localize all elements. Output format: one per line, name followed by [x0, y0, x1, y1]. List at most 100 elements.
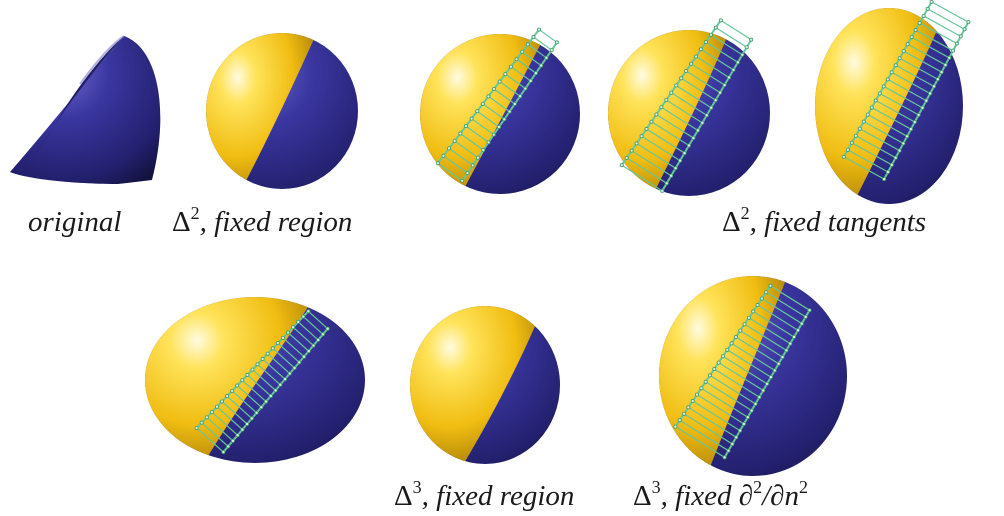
cage-node: [673, 424, 678, 429]
cage-node: [682, 411, 687, 416]
cage-node: [486, 94, 491, 99]
cage-node: [518, 94, 523, 99]
cage-rung: [201, 422, 229, 447]
cage-node: [768, 375, 773, 380]
shape-d2-region: [206, 33, 358, 189]
cage-node: [954, 41, 959, 46]
cage-rung: [277, 342, 300, 363]
cage-rung: [731, 342, 776, 371]
cage-rung: [241, 379, 267, 403]
cage-node: [745, 415, 750, 420]
cage-node: [738, 328, 743, 333]
cage-rung: [859, 128, 900, 152]
cage-node: [905, 42, 910, 47]
cage-node: [684, 69, 689, 74]
cage-node: [703, 379, 708, 384]
cage-node: [249, 416, 254, 421]
cage-node: [722, 83, 727, 88]
cage-node: [525, 42, 530, 47]
cage-node: [520, 49, 525, 54]
cage-rung: [713, 368, 760, 398]
cage-rung: [533, 36, 553, 51]
cage-rung: [911, 36, 950, 59]
cage-rung: [287, 332, 310, 352]
cage-node: [893, 155, 898, 160]
cage-node: [475, 155, 480, 160]
shape-d2-tangents-1: [420, 27, 580, 194]
cage-rung: [700, 48, 734, 71]
cage-node: [943, 62, 948, 67]
cage-node: [877, 91, 882, 96]
cage-rung: [887, 78, 927, 102]
cage-node: [885, 77, 890, 82]
cage-node: [738, 428, 743, 433]
cage-rung: [488, 95, 510, 113]
cage-node: [435, 161, 440, 166]
cage-node: [544, 55, 549, 60]
caption-original: original: [28, 206, 122, 238]
cage-rung: [855, 135, 896, 159]
cage-node: [475, 109, 480, 114]
cage-rung: [437, 162, 463, 182]
cage-rung: [692, 400, 741, 432]
cage-node: [742, 322, 747, 327]
cage-node: [726, 448, 731, 453]
cage-rung: [895, 64, 935, 87]
cage-rung: [705, 41, 739, 63]
cage-node: [549, 48, 554, 53]
cage-node: [514, 57, 519, 62]
cage-rung: [656, 113, 694, 139]
cage-node: [528, 78, 533, 83]
cage-rung: [521, 51, 542, 66]
cage-node: [689, 61, 694, 66]
cage-node: [491, 132, 496, 137]
cage-node: [250, 367, 255, 372]
cage-node: [780, 355, 785, 360]
cage-node: [265, 351, 270, 356]
cage-rung: [206, 416, 234, 442]
cage-rung: [879, 92, 919, 116]
cage-node: [554, 40, 559, 45]
cage-node: [909, 35, 914, 40]
cage-node: [753, 401, 758, 406]
cage-node: [772, 368, 777, 373]
cage-rung: [510, 66, 531, 82]
cage-node: [659, 105, 664, 110]
cage-rung: [670, 92, 708, 116]
cage-node: [731, 67, 736, 72]
cage-node: [917, 21, 922, 26]
cage-rung: [851, 142, 893, 166]
cage-node: [199, 420, 204, 425]
cage-node: [619, 163, 624, 168]
cage-node: [660, 188, 665, 193]
cage-node: [458, 131, 463, 136]
cage-node: [539, 63, 544, 68]
cage-rung: [919, 22, 958, 45]
cage-node: [720, 354, 725, 359]
cage-node: [735, 60, 740, 65]
cage-rung: [923, 15, 962, 37]
cage-node: [225, 394, 230, 399]
cage-rung: [636, 142, 676, 169]
cage-node: [841, 154, 846, 159]
cage-node: [649, 119, 654, 124]
cage-node: [286, 330, 291, 335]
cage-rung: [482, 103, 505, 120]
cage-node: [734, 435, 739, 440]
cage-node: [931, 84, 936, 89]
cage-node: [537, 27, 542, 32]
cage-node: [465, 171, 470, 176]
cage-rung: [257, 363, 281, 386]
cage-node: [644, 126, 649, 131]
shape-original: [10, 35, 161, 184]
cage-node: [669, 173, 674, 178]
cage-node: [881, 84, 886, 89]
cage-node: [664, 181, 669, 186]
cage-node: [768, 283, 773, 288]
cage-node: [287, 371, 292, 376]
cage-node: [240, 427, 245, 432]
cage-rung: [847, 149, 889, 173]
cage-rung: [675, 426, 725, 458]
cage-node: [857, 126, 862, 131]
cage: [435, 27, 559, 183]
